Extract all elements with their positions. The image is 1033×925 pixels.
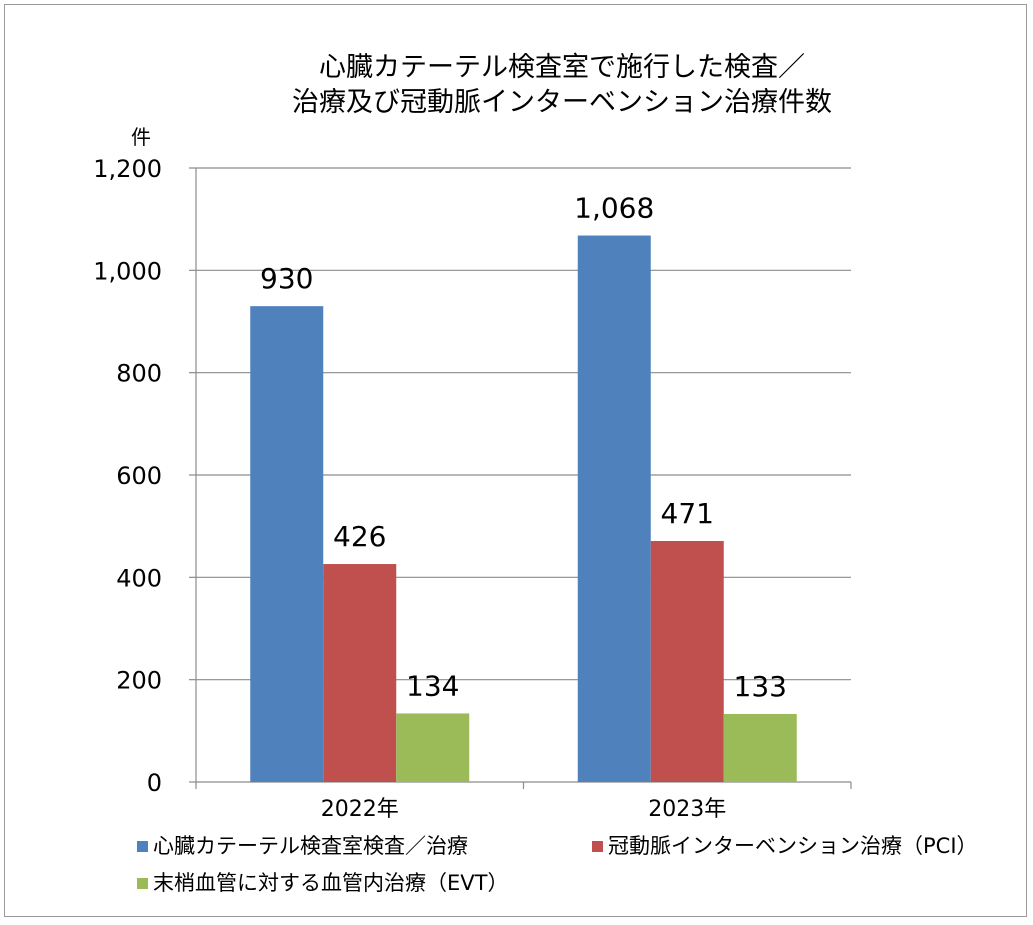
legend-swatch: [137, 841, 148, 852]
y-tick-label: 1,200: [93, 155, 162, 183]
data-label: 134: [406, 669, 459, 702]
bar: [250, 306, 324, 782]
y-tick-label: 0: [147, 769, 162, 797]
data-label: 426: [333, 520, 386, 553]
bar: [323, 564, 397, 782]
bar: [577, 235, 651, 783]
chart-frame: [4, 4, 1027, 917]
bar: [396, 713, 470, 782]
legend-label: 末梢血管に対する血管内治療（EVT）: [153, 871, 508, 895]
y-tick-label: 1,000: [93, 257, 162, 285]
y-tick-label: 400: [116, 564, 162, 592]
y-axis-unit: 件: [131, 125, 151, 149]
legend-swatch: [592, 841, 603, 852]
y-tick-label: 800: [116, 360, 162, 388]
chart-title-line-1: 心臓カテーテル検査室で施行した検査／: [319, 52, 805, 83]
legend-label: 心臓カテーテル検査室検査／治療: [153, 834, 468, 858]
data-label: 930: [260, 262, 313, 295]
x-category-label: 2022年: [321, 797, 399, 822]
x-category-label: 2023年: [648, 797, 726, 822]
legend-label: 冠動脈インターベンション治療（PCI）: [608, 834, 978, 858]
data-label: 133: [734, 670, 787, 703]
bar: [723, 713, 797, 782]
y-tick-label: 600: [116, 462, 162, 490]
data-label: 1,068: [574, 192, 654, 225]
chart-title-line-2: 治療及び冠動脈インターベンション治療件数: [292, 87, 832, 118]
bar: [650, 541, 724, 782]
y-tick-label: 200: [116, 667, 162, 695]
data-label: 471: [661, 497, 714, 530]
legend-swatch: [137, 878, 148, 889]
